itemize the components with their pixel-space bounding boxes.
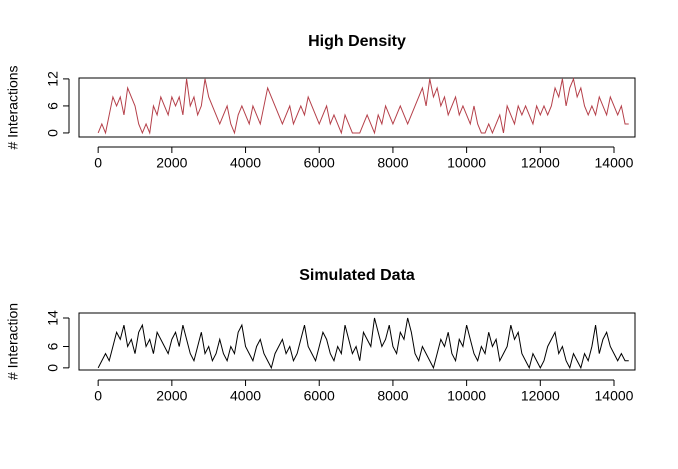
data-line — [97, 77, 629, 135]
x-tick-label: 2000 — [156, 388, 187, 404]
x-tick-label: 4000 — [230, 388, 261, 404]
x-tick-label: 12000 — [521, 388, 560, 404]
x-tick-label: 4000 — [230, 155, 261, 171]
x-tick-label: 10000 — [447, 155, 486, 171]
plot-frame — [78, 312, 636, 371]
x-tick-label: 0 — [94, 388, 102, 404]
chart-title: Simulated Data — [299, 267, 415, 284]
y-tick-label: 14 — [45, 310, 61, 326]
y-tick-label: 0 — [45, 129, 61, 137]
y-tick-label: 6 — [45, 102, 61, 110]
data-line — [97, 317, 629, 370]
y-tick-label: 6 — [45, 342, 61, 350]
x-tick-label: 2000 — [156, 155, 187, 171]
x-tick-label: 8000 — [377, 155, 408, 171]
x-tick-label: 0 — [94, 155, 102, 171]
y-axis-label: # Interaction — [5, 303, 21, 380]
x-tick-label: 14000 — [595, 155, 634, 171]
x-tick-label: 8000 — [377, 388, 408, 404]
x-tick-label: 12000 — [521, 155, 560, 171]
x-tick-label: 14000 — [595, 388, 634, 404]
x-tick-label: 6000 — [304, 155, 335, 171]
chart-title: High Density — [308, 33, 406, 50]
y-axis-label: # Interactions — [5, 65, 21, 149]
x-tick-label: 10000 — [447, 388, 486, 404]
x-tick-label: 6000 — [304, 388, 335, 404]
y-tick-label: 12 — [45, 71, 61, 87]
y-tick-label: 0 — [45, 364, 61, 372]
plot-frame — [78, 77, 636, 138]
